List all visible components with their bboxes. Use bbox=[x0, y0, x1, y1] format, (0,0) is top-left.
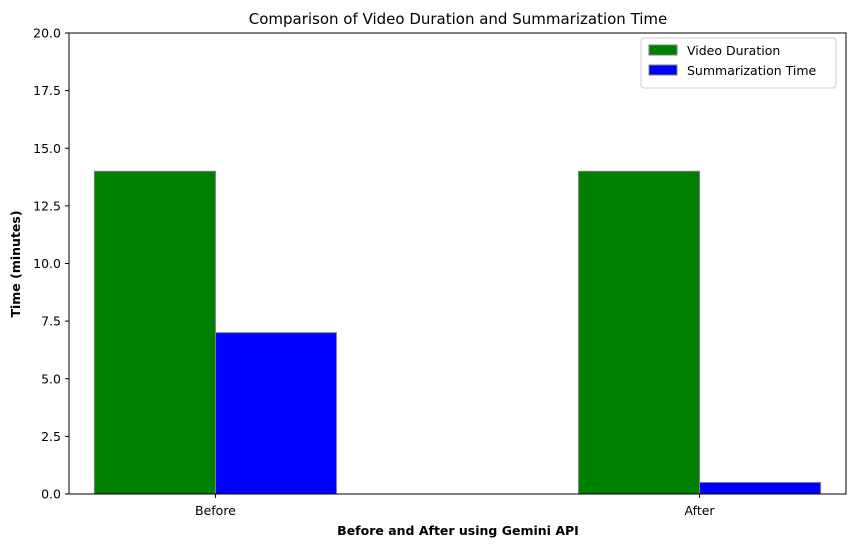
y-tick-label: 2.5 bbox=[41, 429, 61, 444]
x-axis: Before After bbox=[195, 494, 715, 518]
y-tick-label: 12.5 bbox=[33, 198, 61, 213]
chart-title: Comparison of Video Duration and Summari… bbox=[249, 10, 668, 28]
y-tick-label: 20.0 bbox=[33, 26, 61, 41]
bar-video-duration-before bbox=[93, 170, 216, 495]
x-tick-label: Before bbox=[195, 503, 236, 518]
x-axis-label: Before and After using Gemini API bbox=[337, 523, 579, 538]
x-tick-label: After bbox=[685, 503, 716, 518]
bar-video-duration-after bbox=[578, 170, 701, 495]
legend-label-0: Video Duration bbox=[687, 43, 780, 58]
y-tick-label: 17.5 bbox=[33, 83, 61, 98]
y-tick-label: 0.0 bbox=[41, 487, 61, 502]
legend-swatch-1 bbox=[648, 64, 678, 76]
legend-swatch-0 bbox=[648, 44, 678, 56]
y-axis: 0.0 2.5 5.0 7.5 10.0 12.5 15.0 17.5 20.0 bbox=[33, 26, 69, 502]
bars-group bbox=[93, 170, 822, 495]
legend-frame bbox=[640, 37, 837, 89]
legend: Video Duration Summarization Time bbox=[640, 37, 837, 89]
y-tick-label: 7.5 bbox=[41, 314, 61, 329]
y-axis-label: Time (minutes) bbox=[8, 210, 23, 317]
bar-summarization-time-after bbox=[699, 481, 822, 495]
y-tick-label: 10.0 bbox=[33, 256, 61, 271]
y-tick-label: 5.0 bbox=[41, 371, 61, 386]
legend-label-1: Summarization Time bbox=[687, 63, 817, 78]
y-tick-label: 15.0 bbox=[33, 141, 61, 156]
bar-summarization-time-before bbox=[214, 332, 337, 495]
